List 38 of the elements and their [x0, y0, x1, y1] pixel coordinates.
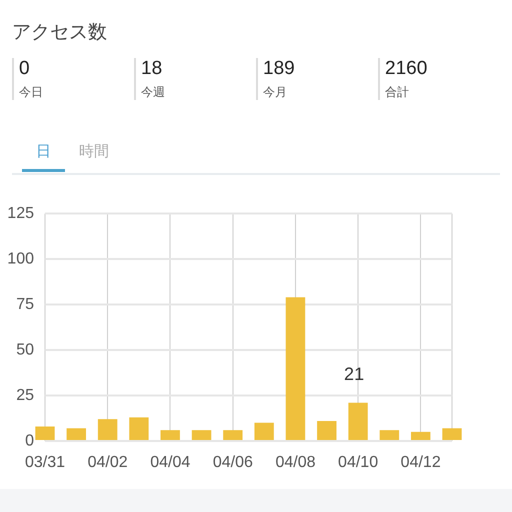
bar — [348, 402, 368, 440]
text: 189 — [263, 58, 296, 80]
bar — [66, 428, 86, 440]
text: アクセス数 — [12, 21, 107, 45]
x-tick-label: 04/10 — [338, 454, 378, 472]
text: 18 — [141, 58, 164, 80]
y-tick-label: 50 — [16, 341, 34, 358]
x-tick-label: 04/04 — [150, 454, 190, 472]
bar — [410, 432, 430, 440]
x-tick-label: 03/31 — [24, 454, 66, 472]
y-tick-label: 125 — [7, 205, 34, 222]
text: 日 — [36, 143, 51, 160]
y-tick-label: 75 — [16, 296, 34, 313]
text: 時間 — [79, 143, 109, 160]
bar — [254, 422, 274, 440]
text: 今週 — [141, 84, 166, 100]
text: 今月 — [263, 84, 288, 100]
x-tick-label: 04/12 — [400, 454, 441, 472]
bar — [129, 417, 149, 440]
bar — [35, 426, 55, 440]
x-tick-label: 04/02 — [88, 454, 128, 472]
bar — [380, 430, 400, 440]
text: 合計 — [385, 84, 410, 100]
bar — [223, 430, 243, 440]
bar — [442, 428, 462, 440]
text: 今日 — [19, 84, 44, 100]
bar — [192, 430, 212, 440]
y-tick-label: 0 — [25, 432, 34, 450]
bar — [98, 419, 118, 440]
bar — [317, 420, 336, 440]
data-label: 21 — [344, 364, 364, 384]
bar — [286, 297, 306, 440]
bar — [160, 430, 180, 440]
x-tick-label: 04/06 — [212, 454, 253, 472]
x-tick-label: 04/08 — [275, 454, 316, 472]
y-tick-label: 25 — [16, 386, 34, 404]
text: 2160 — [385, 58, 428, 80]
y-tick-label: 100 — [7, 250, 34, 268]
